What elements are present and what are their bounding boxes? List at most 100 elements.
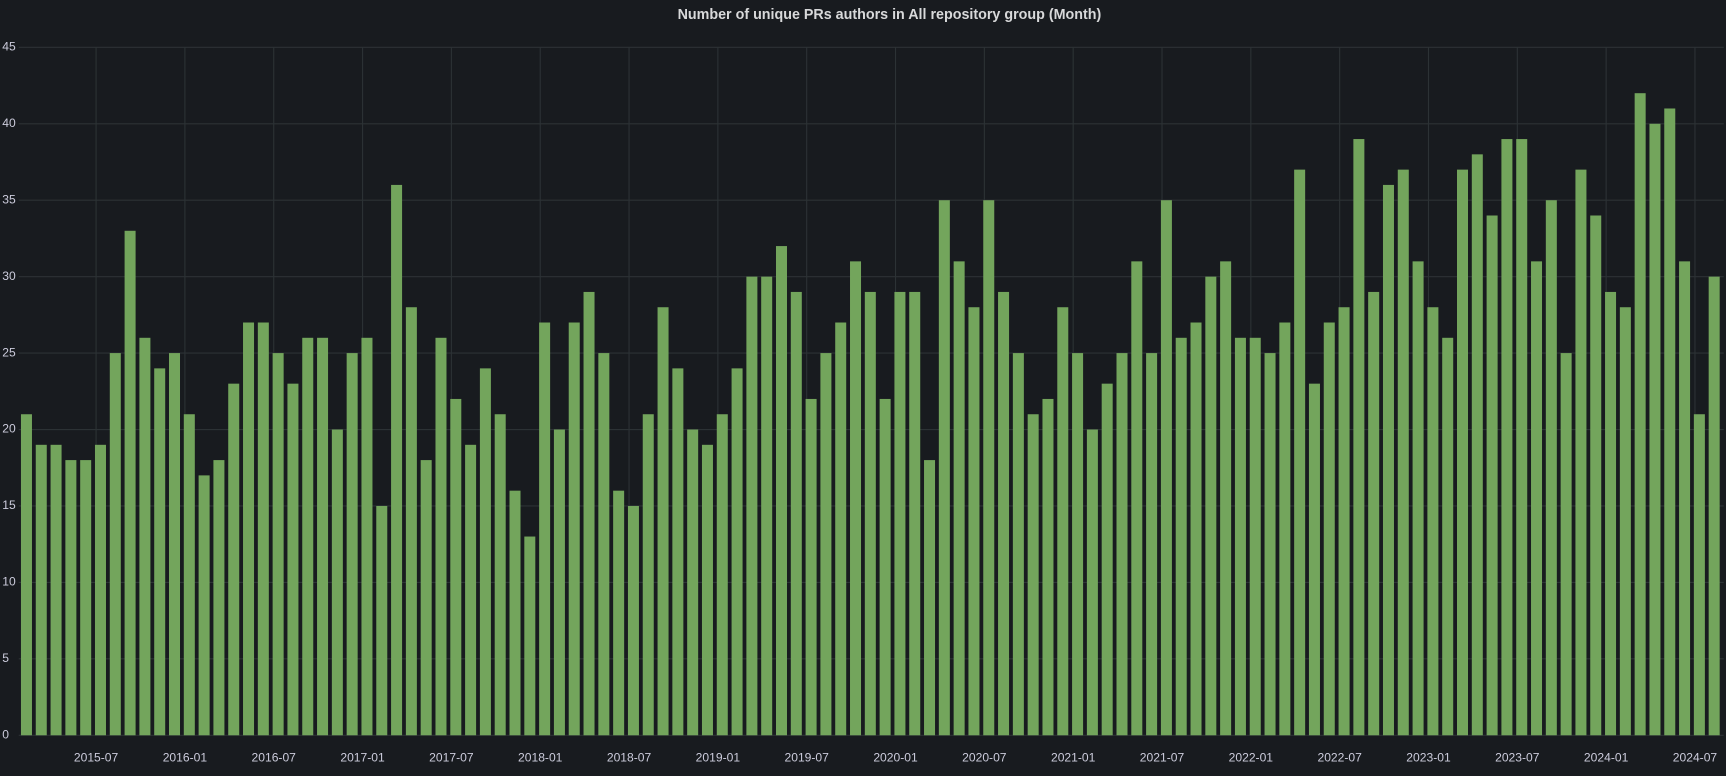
x-tick-label: 2020-01 xyxy=(873,751,918,765)
bar xyxy=(1012,353,1024,736)
bar xyxy=(613,490,625,736)
x-tick-label: 2023-07 xyxy=(1495,751,1540,765)
y-tick-label: 5 xyxy=(2,651,9,665)
bar xyxy=(731,368,743,736)
chart-title: Number of unique PRs authors in All repo… xyxy=(678,7,1102,23)
bar xyxy=(183,414,195,736)
bar xyxy=(1531,261,1543,736)
bar xyxy=(302,337,314,736)
bar xyxy=(1619,307,1631,736)
bar xyxy=(1471,154,1483,736)
bar xyxy=(864,291,876,736)
bar xyxy=(257,322,269,736)
bar xyxy=(1516,139,1528,736)
bar xyxy=(553,429,565,736)
bar xyxy=(1279,322,1291,736)
bar xyxy=(850,261,862,736)
bar xyxy=(169,353,181,736)
bar xyxy=(139,337,151,736)
bar xyxy=(1264,353,1276,736)
x-tick-label: 2015-07 xyxy=(74,751,119,765)
bar xyxy=(953,261,965,736)
bar xyxy=(405,307,417,736)
bar xyxy=(879,398,891,736)
bar xyxy=(376,505,388,736)
x-tick-label: 2018-01 xyxy=(518,751,563,765)
bar xyxy=(1234,337,1246,736)
bar xyxy=(1397,169,1409,736)
bar xyxy=(568,322,580,736)
bar xyxy=(1368,291,1380,736)
bar xyxy=(1456,169,1469,736)
x-tick-label: 2019-01 xyxy=(696,751,741,765)
bar xyxy=(968,307,980,736)
bar xyxy=(1249,337,1261,736)
bar xyxy=(761,276,773,736)
bar xyxy=(1693,414,1705,736)
bar xyxy=(924,460,936,736)
bar xyxy=(672,368,684,736)
bar xyxy=(1664,108,1676,736)
bar xyxy=(1175,337,1187,736)
bar xyxy=(494,414,506,736)
bar xyxy=(1634,93,1646,736)
bar xyxy=(1353,139,1365,736)
bar xyxy=(746,276,758,736)
bar xyxy=(938,200,950,736)
x-tick-label: 2018-07 xyxy=(607,751,652,765)
bar xyxy=(35,444,47,736)
bar xyxy=(1027,414,1039,736)
bar xyxy=(1294,169,1306,736)
bar xyxy=(1160,200,1172,736)
bar xyxy=(1605,291,1617,736)
x-tick-label: 2021-01 xyxy=(1051,751,1096,765)
bar xyxy=(435,337,447,736)
bar xyxy=(1442,337,1454,736)
bar xyxy=(80,460,92,736)
x-tick-label: 2022-01 xyxy=(1229,751,1274,765)
bar xyxy=(909,291,921,736)
bar xyxy=(1116,353,1128,736)
x-tick-label: 2016-07 xyxy=(252,751,297,765)
bar xyxy=(1708,276,1720,736)
bar xyxy=(1382,184,1394,736)
bar xyxy=(1560,353,1572,736)
bar xyxy=(94,444,106,736)
bar xyxy=(1308,383,1320,736)
y-tick-label: 35 xyxy=(2,192,16,206)
bar xyxy=(1042,398,1054,736)
bar xyxy=(1086,429,1098,736)
bar xyxy=(1545,200,1557,736)
bar xyxy=(228,383,240,736)
y-tick-label: 15 xyxy=(2,498,16,512)
x-tick-label: 2022-07 xyxy=(1317,751,1362,765)
bar xyxy=(109,353,121,736)
x-tick-label: 2024-07 xyxy=(1673,751,1718,765)
bar xyxy=(775,246,787,736)
bar xyxy=(391,184,403,736)
bar xyxy=(1427,307,1439,736)
bar xyxy=(331,429,343,736)
bar xyxy=(1220,261,1232,736)
bar xyxy=(627,505,639,736)
bar xyxy=(524,536,536,736)
bar xyxy=(583,291,595,736)
bar xyxy=(479,368,491,736)
bar xyxy=(1338,307,1350,736)
y-tick-label: 40 xyxy=(2,116,16,130)
bar xyxy=(198,475,210,736)
bar xyxy=(539,322,551,736)
bar xyxy=(1412,261,1424,736)
bar xyxy=(805,398,817,736)
bar xyxy=(1486,215,1498,736)
x-tick-label: 2017-07 xyxy=(429,751,474,765)
bar xyxy=(820,353,832,736)
bar xyxy=(1205,276,1217,736)
bar xyxy=(983,200,995,736)
y-tick-label: 25 xyxy=(2,345,16,359)
bar xyxy=(657,307,669,736)
bar xyxy=(687,429,699,736)
bar xyxy=(1501,139,1513,736)
bar xyxy=(1146,353,1158,736)
bar xyxy=(346,353,358,736)
